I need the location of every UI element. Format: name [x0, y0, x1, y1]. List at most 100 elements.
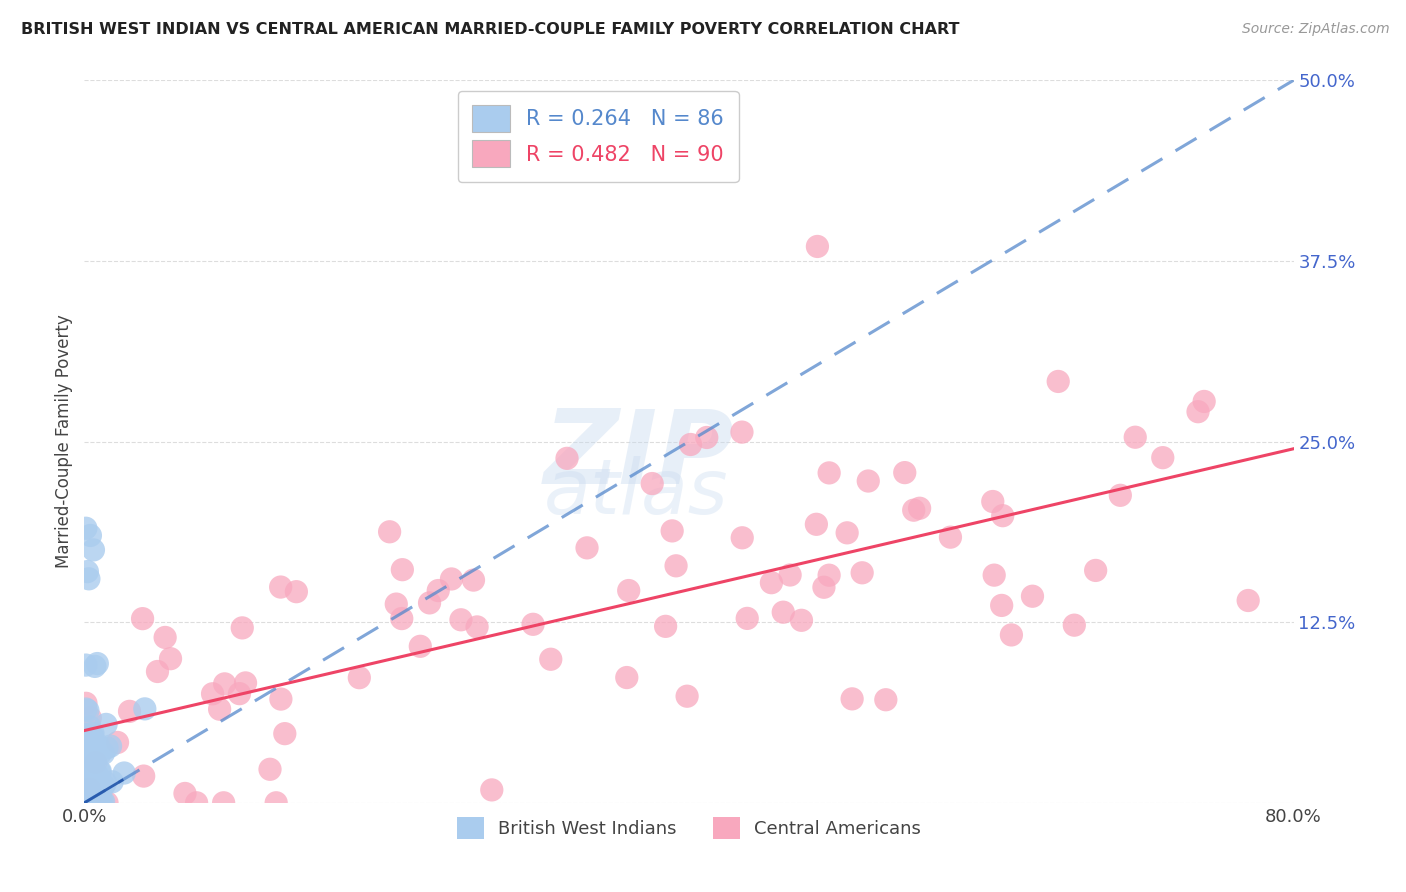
- Point: [617, 583, 640, 598]
- Point: [75, 793, 97, 807]
- Point: [79, 528, 101, 542]
- Point: [349, 671, 371, 685]
- Point: [270, 692, 292, 706]
- Point: [818, 568, 841, 582]
- Point: [214, 677, 236, 691]
- Point: [79, 720, 101, 734]
- Point: [80, 789, 103, 804]
- Point: [80, 769, 103, 783]
- Point: [519, 153, 541, 167]
- Point: [818, 466, 841, 480]
- Point: [82, 726, 104, 740]
- Point: [73, 728, 96, 742]
- Point: [735, 611, 758, 625]
- Point: [440, 572, 463, 586]
- Point: [1123, 430, 1146, 444]
- Point: [270, 580, 292, 594]
- Point: [79, 783, 101, 797]
- Point: [118, 704, 141, 718]
- Point: [676, 690, 699, 704]
- Point: [93, 747, 115, 761]
- Point: [75, 521, 97, 535]
- Point: [112, 766, 135, 780]
- Point: [94, 775, 117, 789]
- Point: [89, 791, 111, 805]
- Point: [73, 775, 96, 789]
- Point: [981, 494, 1004, 508]
- Point: [79, 781, 101, 796]
- Point: [661, 524, 683, 538]
- Point: [212, 796, 235, 810]
- Point: [77, 765, 100, 780]
- Legend: British West Indians, Central Americans: British West Indians, Central Americans: [447, 808, 931, 848]
- Point: [73, 765, 96, 780]
- Point: [908, 501, 931, 516]
- Point: [285, 584, 308, 599]
- Point: [991, 508, 1014, 523]
- Point: [86, 657, 108, 671]
- Point: [75, 787, 97, 801]
- Point: [75, 771, 97, 785]
- Text: atlas: atlas: [544, 456, 728, 530]
- Text: ZIP: ZIP: [544, 406, 734, 507]
- Point: [146, 665, 169, 679]
- Point: [77, 792, 100, 806]
- Point: [231, 621, 253, 635]
- Point: [186, 796, 208, 810]
- Point: [983, 568, 1005, 582]
- Point: [76, 787, 98, 801]
- Point: [731, 425, 754, 439]
- Point: [806, 517, 828, 532]
- Point: [83, 775, 105, 789]
- Point: [665, 558, 688, 573]
- Point: [76, 565, 98, 579]
- Point: [378, 524, 401, 539]
- Point: [83, 659, 105, 673]
- Point: [894, 466, 917, 480]
- Point: [616, 671, 638, 685]
- Point: [174, 787, 197, 801]
- Point: [1237, 593, 1260, 607]
- Point: [540, 652, 562, 666]
- Point: [731, 531, 754, 545]
- Point: [208, 702, 231, 716]
- Point: [77, 704, 100, 718]
- Point: [385, 597, 408, 611]
- Point: [77, 789, 100, 804]
- Point: [1084, 563, 1107, 577]
- Point: [77, 780, 100, 795]
- Point: [79, 711, 101, 725]
- Point: [83, 765, 105, 780]
- Point: [80, 790, 103, 805]
- Point: [82, 780, 104, 795]
- Point: [89, 764, 111, 778]
- Point: [76, 773, 98, 788]
- Point: [86, 774, 108, 789]
- Point: [990, 599, 1012, 613]
- Point: [132, 769, 155, 783]
- Point: [76, 788, 98, 802]
- Point: [779, 568, 801, 582]
- Point: [463, 573, 485, 587]
- Point: [76, 751, 98, 765]
- Point: [77, 783, 100, 797]
- Point: [73, 794, 96, 808]
- Point: [89, 747, 111, 761]
- Point: [790, 613, 813, 627]
- Point: [1192, 394, 1215, 409]
- Point: [813, 580, 835, 594]
- Point: [228, 687, 250, 701]
- Point: [80, 789, 103, 803]
- Point: [939, 530, 962, 544]
- Point: [101, 774, 124, 789]
- Point: [134, 702, 156, 716]
- Point: [82, 756, 104, 770]
- Point: [427, 583, 450, 598]
- Point: [576, 541, 599, 555]
- Point: [274, 726, 297, 740]
- Point: [1047, 375, 1070, 389]
- Point: [1187, 405, 1209, 419]
- Point: [75, 758, 97, 772]
- Point: [75, 780, 97, 795]
- Point: [75, 768, 97, 782]
